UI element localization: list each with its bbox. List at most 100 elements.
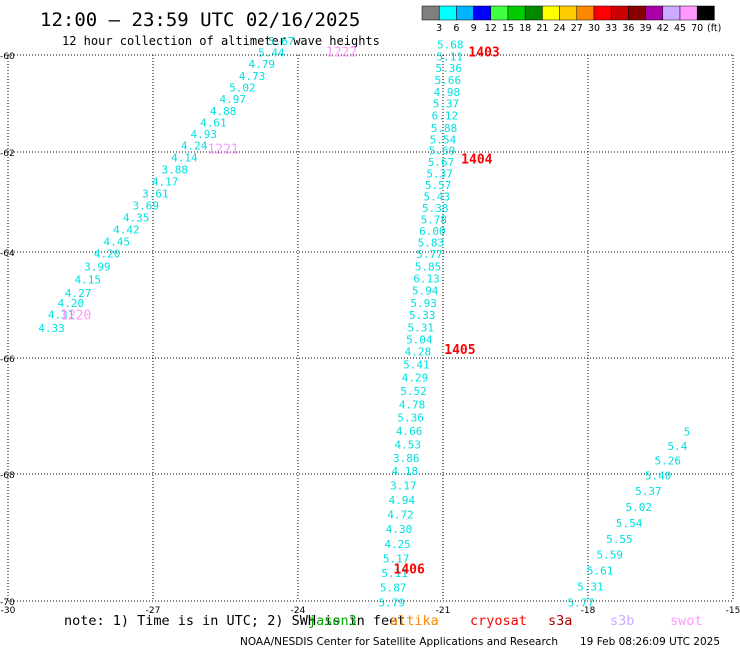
wave-height-label: 5.88 <box>431 122 458 135</box>
colorbar-label: 12 <box>485 23 497 34</box>
colorbar-swatch <box>438 5 457 21</box>
colorbar-label: 24 <box>554 23 566 34</box>
wave-height-label: 3.86 <box>393 452 420 465</box>
colorbar-swatch <box>662 5 681 21</box>
colorbar-swatch <box>645 5 664 21</box>
wave-height-label: 5.11 <box>437 50 464 63</box>
y-tick-label: -64 <box>0 249 15 259</box>
wave-height-label: 4.29 <box>402 372 429 385</box>
data-points: 4.334.314.204.274.153.994.204.454.424.35… <box>38 35 690 609</box>
wave-height-label: 5.67 <box>428 156 455 169</box>
wave-height-label: 5.54 <box>616 517 643 530</box>
x-tick-label: -30 <box>1 606 16 616</box>
colorbar-swatch <box>421 5 440 21</box>
wave-height-label: 5.02 <box>626 501 653 514</box>
wave-height-label: 5.78 <box>421 214 448 227</box>
wave-height-label: 5.43 <box>423 191 450 204</box>
colorbar-label: 33 <box>605 23 617 34</box>
wave-height-label: 5.59 <box>597 549 624 562</box>
satellite-legend: jason3 altika cryosat s3a s3b swot <box>308 613 703 629</box>
wave-height-label: 4.17 <box>152 176 179 189</box>
y-tick-label: -66 <box>0 355 15 365</box>
colorbar-label: 42 <box>657 23 669 34</box>
y-tick-label: -68 <box>0 471 15 481</box>
colorbar-label: 39 <box>640 23 652 34</box>
wave-height-label: 4.73 <box>239 70 266 83</box>
wave-height-label: 4.88 <box>210 105 237 118</box>
colorbar-legend: 3 6 9 12 15 18 21 24 27 30 33 36 39 42 45 70 (ft) <box>421 5 721 34</box>
wave-height-label: 4.61 <box>200 116 227 129</box>
wave-height-label: 4.94 <box>389 494 416 507</box>
colorbar-swatch <box>593 5 612 21</box>
colorbar-label: 18 <box>519 23 531 34</box>
wave-height-label: 6.00 <box>419 225 446 238</box>
wave-height-label: 5.41 <box>403 358 430 371</box>
wave-height-label: 4.33 <box>38 322 65 335</box>
wave-height-label: 5.33 <box>409 309 436 322</box>
wave-height-label: 4.72 <box>387 509 414 522</box>
time-label: 1222 <box>326 46 357 61</box>
colorbar-label: 45 <box>674 23 686 34</box>
x-tick-label: -18 <box>581 606 596 616</box>
wave-height-label: 4.31 <box>48 309 75 322</box>
wave-height-label: 4.25 <box>384 538 411 551</box>
wave-height-label: 5.36 <box>397 412 424 425</box>
wave-height-label: 4.93 <box>191 128 218 141</box>
footer: note: 1) Time is in UTC; 2) SWH is in fe… <box>64 613 720 648</box>
wave-height-label: 5.67 <box>268 35 295 48</box>
colorbar-label: 9 <box>471 23 477 34</box>
wave-height-label: 4.15 <box>75 274 102 287</box>
x-tick-label: -15 <box>726 606 740 616</box>
wave-height-label: 5.4 <box>667 440 687 453</box>
colorbar-swatch <box>559 5 578 21</box>
wave-height-label: 5 <box>684 426 691 439</box>
wave-height-label: 5.54 <box>430 133 457 146</box>
colorbar-swatch <box>610 5 629 21</box>
wave-height-label: 5.37 <box>426 168 453 181</box>
plot-grid <box>7 54 734 602</box>
colorbar-label: 21 <box>536 23 548 34</box>
y-tick-label: -60 <box>0 52 15 62</box>
wave-height-label: 6.13 <box>413 273 440 286</box>
wave-height-label: 5.44 <box>258 47 285 60</box>
chart-title: 12:00 – 23:59 UTC 02/16/2025 <box>40 9 360 31</box>
time-label: 1405 <box>444 343 475 358</box>
wave-height-label: 4.35 <box>123 212 150 225</box>
wave-height-label: 3.17 <box>390 479 417 492</box>
wave-height-label: 5.93 <box>410 297 437 310</box>
wave-height-label: 5.37 <box>433 98 460 111</box>
colorbar-swatch <box>456 5 474 21</box>
wave-height-label: 4.18 <box>392 465 419 478</box>
colorbar-swatch <box>679 5 698 21</box>
wave-height-label: 3.61 <box>142 188 169 201</box>
colorbar-swatch <box>628 5 646 21</box>
wave-height-label: 5.04 <box>406 333 433 346</box>
wave-height-label: 5.83 <box>418 237 445 250</box>
wave-height-label: 5.31 <box>577 580 604 593</box>
wave-height-label: 5.85 <box>415 260 442 273</box>
wave-height-label: 4.53 <box>394 438 421 451</box>
axis-tick-labels: -30 -27 -24 -21 -18 -15 -60 -62 -64 -66 -68 -70 <box>0 52 740 616</box>
colorbar-swatch <box>524 5 543 21</box>
wave-height-label: 5.79 <box>379 596 406 609</box>
wave-height-label: 4.28 <box>405 346 432 359</box>
wave-height-label: 5.02 <box>229 81 256 94</box>
footer-credit: NOAA/NESDIS Center for Satellite Applica… <box>240 636 558 648</box>
wave-height-label: 4.45 <box>104 236 131 249</box>
wave-height-label: 5.57 <box>425 179 452 192</box>
colorbar-label: 36 <box>622 23 634 34</box>
wave-height-label: 5.87 <box>380 582 407 595</box>
colorbar-label: 27 <box>571 23 583 34</box>
wave-height-label: 5.38 <box>422 202 449 215</box>
colorbar-swatch <box>696 5 715 21</box>
wave-height-label: 5.52 <box>400 385 427 398</box>
satellite-legend-item: s3b <box>610 613 634 629</box>
wave-height-label: 5.61 <box>587 565 614 578</box>
wave-height-label: 6.12 <box>432 110 459 123</box>
colorbar-label: 15 <box>502 23 514 34</box>
x-tick-label: -27 <box>146 606 161 616</box>
wave-height-label: 5.40 <box>645 469 672 482</box>
wave-height-label: 5.69 <box>429 145 456 158</box>
time-label: 1403 <box>468 46 499 61</box>
